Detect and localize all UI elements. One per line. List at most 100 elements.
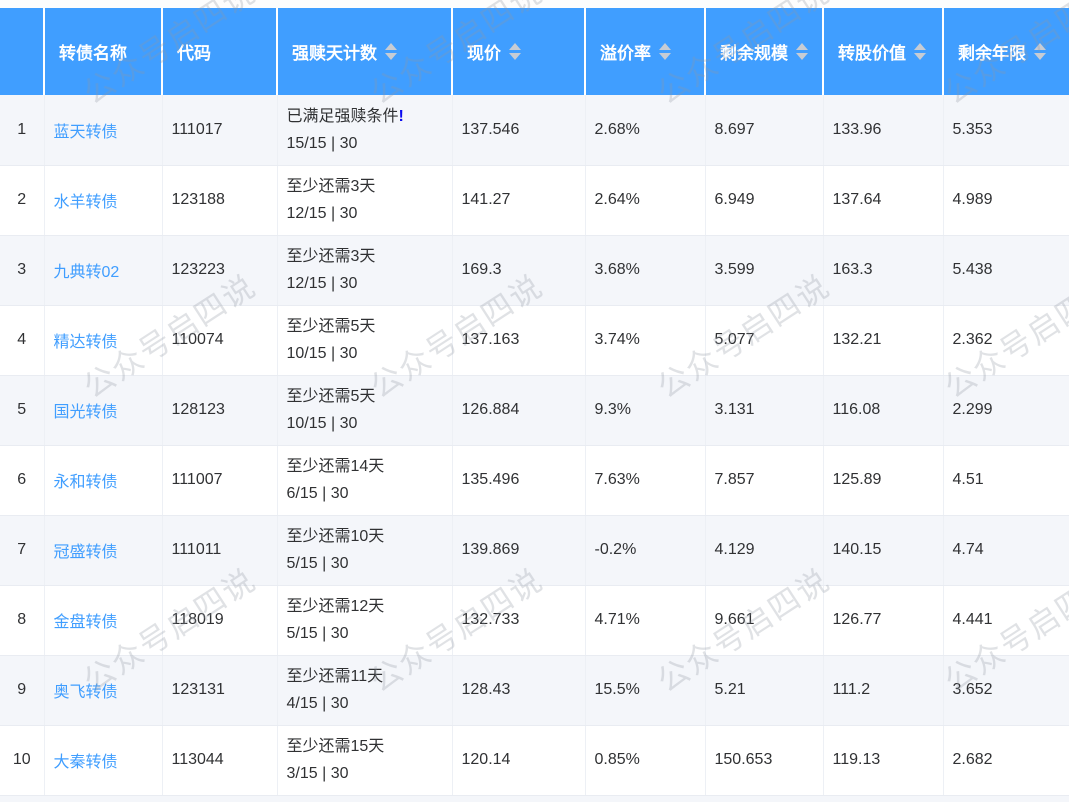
bond-table: 转债名称 代码 强赎天计数 现价 溢价率 剩余规模 转股价值 剩余 — [0, 8, 1069, 796]
remaining-size-cell: 6.949 — [705, 165, 824, 236]
remaining-years-cell: 5.438 — [943, 235, 1069, 306]
col-header-label: 转股价值 — [838, 44, 906, 63]
bond-name-link[interactable]: 精达转债 — [53, 334, 118, 351]
redeem-progress-text: 5/15 | 30 — [286, 555, 349, 572]
col-header-remaining-years[interactable]: 剩余年限 — [943, 8, 1069, 95]
sort-asc-icon — [385, 43, 397, 50]
bond-name-cell: 蓝天转债 — [44, 95, 163, 166]
bond-name-cell: 国光转债 — [44, 375, 163, 446]
premium-rate-cell: 3.68% — [585, 235, 706, 306]
redeem-day-count-cell: 已满足强赎条件! 15/15 | 30 — [277, 95, 453, 166]
remaining-years-cell: 4.989 — [943, 165, 1069, 236]
redeem-status-text: 至少还需11天 — [286, 668, 384, 685]
col-header-label: 溢价率 — [600, 44, 651, 63]
conversion-value-cell: 132.21 — [823, 305, 944, 376]
bond-name-cell: 水羊转债 — [44, 165, 163, 236]
remaining-years-cell: 4.51 — [943, 445, 1069, 516]
bond-name-link[interactable]: 蓝天转债 — [53, 123, 118, 141]
table-row: 10 大秦转债 113044 至少还需15天 3/15 | 30 120.14 … — [0, 725, 1069, 796]
conversion-value-cell: 163.3 — [823, 235, 944, 306]
bond-name-link[interactable]: 冠盛转债 — [53, 544, 118, 561]
redeem-progress-text: 10/15 | 30 — [286, 345, 358, 362]
conversion-value-cell: 111.2 — [823, 655, 944, 726]
redeem-status-text: 至少还需3天 — [286, 178, 376, 195]
row-index: 9 — [0, 655, 45, 726]
col-header-remaining-size[interactable]: 剩余规模 — [705, 8, 824, 95]
remaining-years-cell: 2.682 — [943, 725, 1069, 796]
row-index: 3 — [0, 235, 45, 306]
table-row: 3 九典转02 123223 至少还需3天 12/15 | 30 169.3 3… — [0, 235, 1069, 306]
sort-asc-icon — [914, 43, 926, 50]
col-header-conversion-value[interactable]: 转股价值 — [823, 8, 944, 95]
bond-name-cell: 九典转02 — [44, 235, 163, 306]
col-header-label: 剩余年限 — [958, 44, 1026, 63]
redeem-status-text: 至少还需5天 — [286, 388, 376, 405]
row-index: 7 — [0, 515, 45, 586]
remaining-size-cell: 8.697 — [705, 95, 824, 166]
conversion-value-cell: 125.89 — [823, 445, 944, 516]
sort-desc-icon — [659, 53, 671, 60]
redeem-progress-text: 5/15 | 30 — [286, 625, 349, 642]
sort-icon — [659, 43, 671, 60]
sort-icon — [796, 43, 808, 60]
remaining-years-cell: 5.353 — [943, 95, 1069, 166]
sort-icon — [1034, 43, 1046, 60]
remaining-size-cell: 3.131 — [705, 375, 824, 446]
sort-desc-icon — [1034, 53, 1046, 60]
bond-name-cell: 冠盛转债 — [44, 515, 163, 586]
bond-code-cell: 110074 — [162, 305, 278, 376]
conversion-value-cell: 119.13 — [823, 725, 944, 796]
bond-name-cell: 大秦转债 — [44, 725, 163, 796]
table-row: 9 奥飞转债 123131 至少还需11天 4/15 | 30 128.43 1… — [0, 655, 1069, 726]
premium-rate-cell: 4.71% — [585, 585, 706, 656]
bond-code-cell: 111017 — [162, 95, 278, 166]
bond-code-cell: 113044 — [162, 725, 278, 796]
redeem-day-count-cell: 至少还需14天 6/15 | 30 — [277, 445, 453, 516]
redeem-status-text: 至少还需10天 — [286, 528, 385, 545]
current-price-cell: 169.3 — [452, 235, 586, 306]
col-header-code: 代码 — [162, 8, 278, 95]
redeem-progress-text: 6/15 | 30 — [286, 485, 349, 502]
bond-name-link[interactable]: 九典转02 — [53, 264, 120, 281]
sort-asc-icon — [1034, 43, 1046, 50]
col-header-redeem-day-count[interactable]: 强赎天计数 — [277, 8, 453, 95]
remaining-years-cell: 3.652 — [943, 655, 1069, 726]
bond-name-link[interactable]: 奥飞转债 — [53, 684, 118, 701]
bond-name-link[interactable]: 大秦转债 — [53, 754, 118, 771]
premium-rate-cell: -0.2% — [585, 515, 706, 586]
row-index: 1 — [0, 95, 45, 166]
remaining-years-cell: 2.299 — [943, 375, 1069, 446]
remaining-size-cell: 4.129 — [705, 515, 824, 586]
row-index: 6 — [0, 445, 45, 516]
remaining-size-cell: 3.599 — [705, 235, 824, 306]
premium-rate-cell: 3.74% — [585, 305, 706, 376]
partial-next-row — [0, 795, 1069, 802]
bond-code-cell: 123131 — [162, 655, 278, 726]
bond-name-link[interactable]: 永和转债 — [53, 474, 118, 491]
current-price-cell: 137.163 — [452, 305, 586, 376]
bond-name-link[interactable]: 金盘转债 — [53, 614, 118, 631]
table-header: 转债名称 代码 强赎天计数 现价 溢价率 剩余规模 转股价值 剩余 — [0, 8, 1069, 95]
col-header-premium-rate[interactable]: 溢价率 — [585, 8, 706, 95]
conversion-value-cell: 140.15 — [823, 515, 944, 586]
table-row: 2 水羊转债 123188 至少还需3天 12/15 | 30 141.27 2… — [0, 165, 1069, 236]
col-header-current-price[interactable]: 现价 — [452, 8, 586, 95]
bond-code-cell: 111011 — [162, 515, 278, 586]
sort-icon — [509, 43, 521, 60]
bond-code-cell: 123223 — [162, 235, 278, 306]
redeem-progress-text: 3/15 | 30 — [286, 765, 349, 782]
sort-asc-icon — [796, 43, 808, 50]
conversion-value-cell: 137.64 — [823, 165, 944, 236]
row-index: 8 — [0, 585, 45, 656]
bond-name-cell: 奥飞转债 — [44, 655, 163, 726]
premium-rate-cell: 2.64% — [585, 165, 706, 236]
bond-name-link[interactable]: 国光转债 — [53, 404, 118, 421]
bond-name-link[interactable]: 水羊转债 — [53, 194, 118, 211]
sort-desc-icon — [796, 53, 808, 60]
row-index: 2 — [0, 165, 45, 236]
sort-desc-icon — [385, 53, 397, 60]
current-price-cell: 120.14 — [452, 725, 586, 796]
remaining-size-cell: 7.857 — [705, 445, 824, 516]
redeem-status-text: 已满足强赎条件 — [286, 107, 399, 125]
remaining-size-cell: 9.661 — [705, 585, 824, 656]
